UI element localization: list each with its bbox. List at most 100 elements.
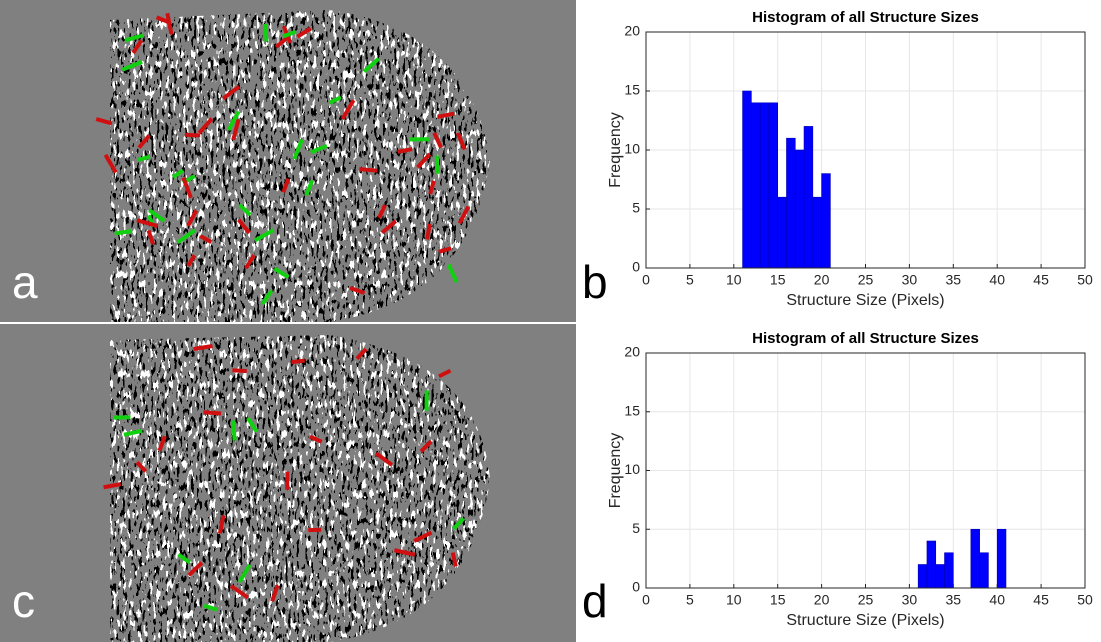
x-tick-label: 0	[642, 592, 650, 608]
structure	[177, 552, 191, 565]
structure	[113, 415, 131, 420]
structure	[244, 254, 256, 270]
x-tick-label: 25	[858, 272, 874, 288]
panel-label: a	[12, 256, 38, 308]
axes-box	[645, 352, 1086, 589]
structure	[308, 527, 322, 533]
structure	[171, 168, 185, 179]
x-tick-label: 50	[1077, 272, 1093, 288]
x-tick-label: 10	[726, 592, 742, 608]
x-tick-label: 45	[1033, 592, 1049, 608]
structure	[103, 482, 122, 490]
y-tick-label: 5	[632, 520, 640, 536]
structure	[349, 286, 366, 295]
y-tick-label: 20	[624, 23, 640, 39]
bar	[926, 540, 937, 589]
structure	[231, 420, 237, 441]
structure	[428, 180, 436, 195]
structure	[425, 223, 432, 240]
bar	[935, 564, 945, 589]
y-tick-label: 15	[624, 402, 640, 418]
structure	[397, 147, 413, 154]
structure	[457, 205, 471, 225]
structure	[432, 131, 443, 149]
structure	[237, 218, 251, 235]
structure	[186, 254, 197, 267]
structure	[416, 152, 432, 169]
structure	[123, 428, 143, 437]
structure	[146, 229, 156, 245]
structure	[222, 84, 241, 101]
structure	[114, 229, 133, 236]
structure	[309, 434, 323, 444]
bar	[979, 552, 989, 589]
structure	[281, 178, 291, 194]
bar	[803, 126, 814, 269]
structure	[296, 26, 312, 39]
y-axis-label: Frequency	[607, 112, 624, 188]
structure	[131, 39, 144, 55]
structure	[193, 344, 213, 351]
structure-markers	[95, 12, 471, 612]
structure	[231, 118, 241, 141]
x-tick-label: 15	[770, 592, 786, 608]
structure	[232, 368, 247, 374]
structure	[238, 203, 252, 217]
structure	[137, 134, 151, 149]
x-tick-label: 25	[858, 592, 874, 608]
structure	[413, 530, 433, 543]
bar	[944, 552, 954, 589]
x-tick-label: 40	[989, 592, 1005, 608]
x-tick-label: 20	[814, 592, 830, 608]
structure	[165, 12, 174, 35]
chart-title: Histogram of all Structure Sizes	[752, 9, 979, 26]
structure	[438, 368, 452, 379]
structure	[409, 137, 429, 142]
y-tick-label: 0	[632, 259, 640, 275]
structure	[380, 219, 398, 235]
structure	[424, 390, 429, 411]
x-tick-label: 50	[1077, 592, 1093, 608]
structure	[438, 246, 452, 254]
structure	[137, 154, 151, 162]
structure	[148, 208, 166, 223]
panel-label: c	[12, 575, 35, 627]
structure	[291, 358, 305, 365]
y-tick-label: 10	[624, 461, 640, 477]
structure	[181, 176, 193, 199]
bar	[996, 528, 1007, 589]
structure	[285, 471, 290, 490]
structure	[253, 228, 275, 243]
structure	[452, 517, 466, 531]
structure	[340, 99, 356, 121]
x-axis-label: Structure Size (Pixels)	[786, 292, 944, 309]
structure	[274, 34, 291, 49]
bar	[821, 173, 831, 269]
structure	[374, 451, 394, 467]
structure	[157, 435, 167, 452]
structure	[450, 552, 458, 567]
x-tick-label: 30	[902, 272, 918, 288]
structure	[446, 263, 459, 284]
x-tick-label: 30	[902, 592, 918, 608]
structure	[176, 228, 197, 245]
y-tick-label: 10	[624, 141, 640, 157]
structure	[310, 143, 328, 155]
structure	[155, 15, 170, 24]
x-tick-label: 35	[946, 592, 962, 608]
structure	[95, 117, 113, 126]
structure	[304, 179, 315, 197]
structure	[260, 289, 274, 306]
structure	[362, 57, 381, 74]
structure	[393, 548, 416, 557]
structure	[246, 416, 259, 434]
y-axis-label: Frequency	[607, 433, 624, 509]
structure	[355, 347, 368, 361]
structure	[186, 209, 199, 227]
bar	[970, 528, 980, 589]
structure	[124, 33, 144, 43]
image-a	[0, 0, 576, 322]
structure	[328, 95, 342, 105]
